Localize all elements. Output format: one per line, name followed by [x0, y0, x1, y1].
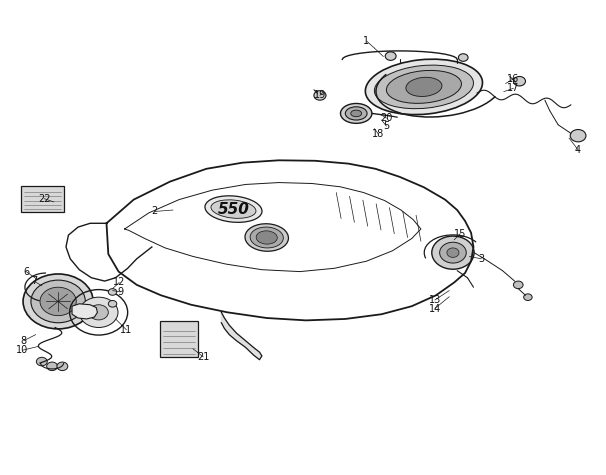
Text: 13: 13 [428, 295, 441, 305]
Text: 14: 14 [428, 304, 441, 314]
Circle shape [40, 287, 76, 316]
Circle shape [36, 357, 47, 366]
Ellipse shape [345, 107, 367, 120]
Text: 6: 6 [23, 266, 29, 276]
Text: 19: 19 [314, 90, 326, 100]
Text: 22: 22 [38, 194, 50, 204]
Text: 16: 16 [507, 74, 519, 84]
Ellipse shape [375, 65, 473, 109]
Circle shape [385, 52, 396, 60]
Circle shape [23, 274, 93, 329]
Circle shape [89, 305, 108, 320]
Text: 21: 21 [197, 352, 210, 362]
Text: 20: 20 [380, 113, 393, 123]
FancyBboxPatch shape [161, 321, 198, 357]
Text: 7: 7 [31, 276, 37, 286]
Circle shape [524, 294, 532, 301]
Ellipse shape [250, 227, 284, 248]
Circle shape [447, 248, 459, 257]
Text: 3: 3 [478, 254, 484, 264]
Polygon shape [221, 313, 262, 360]
Ellipse shape [245, 224, 288, 251]
Ellipse shape [211, 200, 256, 218]
Text: 12: 12 [113, 277, 125, 287]
Text: 10: 10 [16, 345, 28, 355]
Text: 9: 9 [118, 287, 124, 297]
Circle shape [513, 281, 523, 289]
Text: 5: 5 [384, 121, 390, 131]
Circle shape [314, 91, 326, 100]
Circle shape [108, 289, 117, 295]
Ellipse shape [351, 110, 362, 117]
Circle shape [31, 280, 85, 323]
Text: 18: 18 [373, 129, 385, 139]
Circle shape [458, 54, 468, 61]
Circle shape [570, 130, 586, 142]
Circle shape [439, 242, 466, 263]
Ellipse shape [205, 196, 262, 222]
Text: 11: 11 [121, 325, 133, 335]
FancyBboxPatch shape [21, 186, 64, 212]
Ellipse shape [365, 59, 482, 114]
Ellipse shape [406, 77, 442, 96]
Text: 8: 8 [21, 336, 27, 346]
Circle shape [513, 76, 525, 86]
Circle shape [79, 297, 118, 327]
Ellipse shape [256, 231, 278, 244]
Circle shape [47, 362, 58, 370]
Ellipse shape [387, 70, 461, 104]
Ellipse shape [341, 104, 372, 124]
Circle shape [108, 301, 117, 307]
Text: 17: 17 [507, 83, 519, 93]
Text: 2: 2 [152, 207, 158, 217]
Circle shape [57, 362, 68, 370]
Polygon shape [72, 304, 98, 319]
Text: 4: 4 [575, 145, 581, 155]
Text: 550: 550 [218, 202, 250, 217]
Circle shape [432, 236, 474, 269]
Text: 15: 15 [454, 228, 467, 239]
Text: 1: 1 [364, 36, 370, 46]
